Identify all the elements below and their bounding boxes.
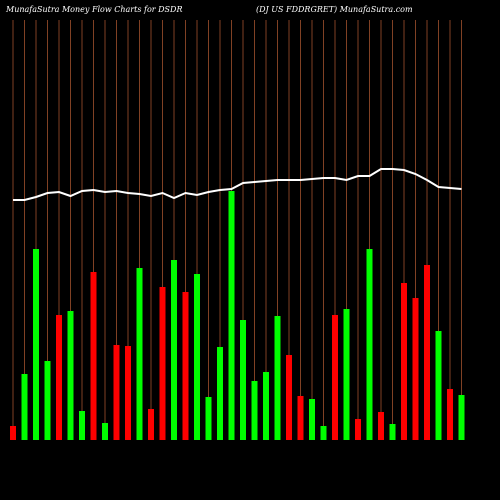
bar [366,249,373,440]
bar [343,309,350,440]
bar [113,345,120,440]
bar [136,268,143,440]
bar [125,346,131,440]
bar [90,272,97,440]
bar [182,292,189,440]
money-flow-line [13,168,462,201]
bar [171,260,177,440]
bar [389,424,396,440]
bar [355,419,361,440]
bar [228,191,235,440]
bar [263,372,269,440]
bar [435,331,442,440]
bar [401,283,407,440]
bar [56,315,62,440]
bar [33,249,39,440]
bar [458,395,465,440]
bar [194,274,200,440]
bar [412,298,419,440]
bar [148,409,154,440]
chart-title: MunafaSutra Money Flow Charts for DSDR [5,5,182,14]
bar [217,347,223,440]
bar [297,396,304,440]
bar [79,411,85,440]
bar [159,287,166,440]
bar [320,426,327,440]
bar [102,423,108,440]
bar [332,315,338,440]
bar [10,426,16,440]
bar [44,361,51,440]
bar [205,397,212,440]
chart-subtitle: (DJ US FDDRGRET) MunafaSutra.com [256,5,413,14]
bar [67,311,74,440]
bar [251,381,258,440]
bar [424,265,430,440]
bar [274,316,281,440]
bar [286,355,292,440]
bar [21,374,28,440]
bar [378,412,384,440]
bar [309,399,315,440]
bar [240,320,246,440]
bar [447,389,453,440]
